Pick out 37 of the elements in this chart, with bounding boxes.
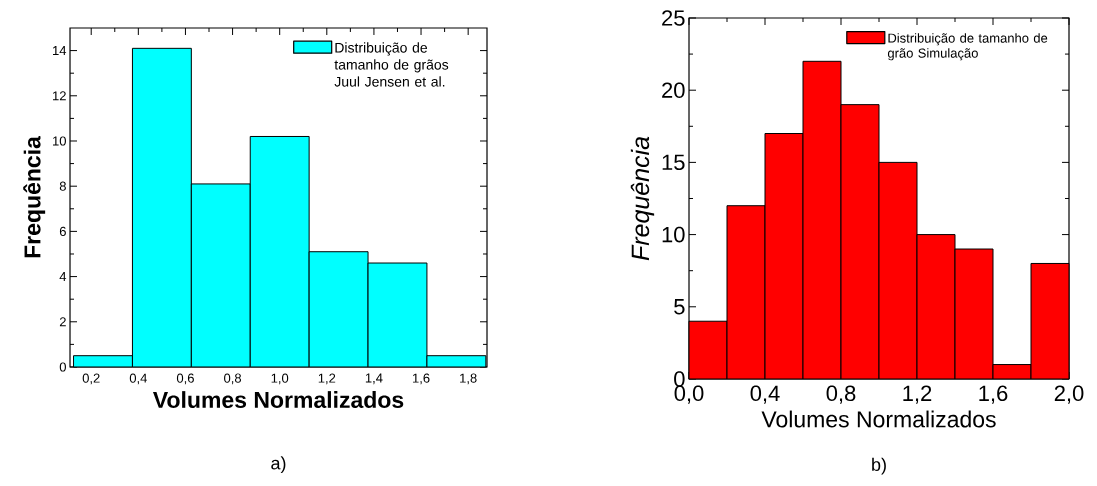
x-tick-label: 0,8: [224, 373, 242, 385]
x-tick-label: 0,4: [750, 385, 780, 404]
y-tick-label: 0: [674, 371, 685, 387]
y-tick-label: 15: [662, 154, 685, 171]
y-axis-title: Frequência: [23, 135, 46, 258]
x-tick-label: 1,6: [979, 385, 1008, 404]
x-tick-label: 1,4: [365, 373, 383, 385]
x-tick-label: 1,6: [412, 373, 430, 385]
y-tick-label: 25: [662, 10, 685, 26]
y-axis-title: Frequência: [630, 136, 655, 261]
y-tick-label: 4: [59, 272, 67, 282]
x-tick-label: 0,0: [674, 385, 704, 404]
y-tick-label: 20: [662, 82, 685, 98]
y-tick-label: 10: [662, 226, 685, 243]
y-tick-label: 12: [53, 91, 66, 101]
text: b): [872, 457, 886, 475]
y-tick-label: 2: [59, 317, 66, 327]
x-tick-label: 1,2: [903, 385, 932, 404]
text: a): [271, 456, 286, 474]
x-tick-label: 1,2: [318, 373, 336, 385]
x-tick-label: 0,4: [129, 373, 147, 385]
x-axis-title: Volumes Normalizados: [761, 410, 996, 428]
y-tick-label: 8: [59, 181, 66, 191]
x-tick-label: 2,0: [1054, 385, 1084, 404]
legend-label: Distribuição de tamanho de grão Simulação: [887, 33, 1048, 61]
x-axis-title: Volumes Normalizados: [152, 391, 404, 409]
x-tick-label: 1,0: [271, 373, 289, 385]
y-tick-label: 6: [59, 226, 66, 236]
x-tick-label: 1,8: [460, 373, 477, 385]
x-tick-label: 0,2: [82, 373, 100, 385]
x-tick-label: 0,6: [176, 373, 194, 385]
x-tick-label: 0,8: [826, 385, 856, 404]
y-tick-label: 0: [59, 362, 66, 372]
y-tick-label: 10: [53, 136, 66, 146]
y-tick-label: 5: [674, 299, 685, 315]
legend-label: Distribuição de tamanho de grãos Juul Jensen et al.: [334, 42, 449, 87]
y-tick-label: 14: [53, 46, 67, 56]
